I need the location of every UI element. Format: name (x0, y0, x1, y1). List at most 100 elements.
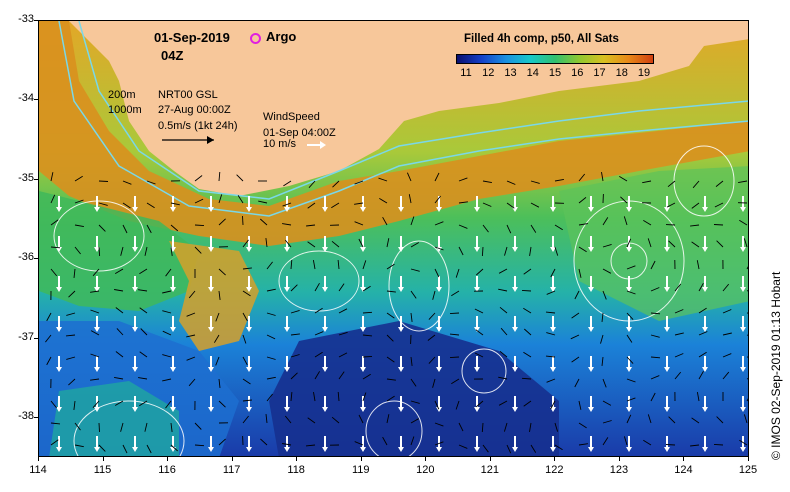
x-tick-label: 116 (158, 464, 176, 476)
current-arrow (746, 398, 748, 402)
current-source-label: NRT00 GSL (158, 89, 218, 101)
current-arrow (529, 246, 532, 256)
current-arrow (331, 416, 340, 424)
current-arrow (570, 334, 580, 340)
current-arrow (449, 312, 460, 315)
wind-arrow-head (702, 327, 708, 332)
current-arrow (282, 443, 292, 446)
current-arrow (523, 268, 532, 275)
current-arrow (650, 312, 661, 315)
current-arrow (722, 371, 730, 380)
current-arrow (194, 246, 202, 254)
current-arrow (665, 444, 676, 446)
wind-arrow-head (208, 287, 214, 292)
current-arrow (410, 242, 420, 248)
current-arrow (554, 178, 564, 182)
current-arrow (146, 180, 156, 185)
current-arrow (449, 356, 460, 359)
current-arrow (458, 444, 468, 449)
wind-arrow-head (740, 287, 746, 292)
current-arrow (120, 246, 124, 256)
current-arrow (546, 332, 556, 336)
wind-arrow-head (702, 447, 708, 452)
wind-arrow-head (664, 247, 670, 252)
current-arrow (530, 202, 540, 208)
current-arrow (674, 353, 684, 358)
current-arrow (215, 356, 220, 366)
wind-arrow-head (284, 247, 290, 252)
sst-map[interactable] (38, 20, 749, 457)
current-arrow (521, 377, 532, 380)
current-arrow (290, 259, 293, 270)
colorbar-tick-label: 13 (504, 67, 517, 79)
current-arrow (236, 174, 244, 182)
x-tick-mark (425, 457, 427, 461)
current-arrow (45, 334, 52, 343)
wind-arrow-head (436, 207, 442, 212)
current-arrow (578, 422, 587, 429)
current-arrow (428, 312, 436, 320)
wind-arrow-head (322, 327, 328, 332)
current-arrow (146, 224, 152, 234)
wind-arrow-head (588, 287, 594, 292)
x-tick-mark (748, 457, 749, 461)
current-arrow (674, 332, 684, 336)
current-arrow (50, 219, 59, 226)
eddy-contour (365, 400, 423, 456)
x-tick-mark (360, 457, 362, 461)
current-arrow (546, 290, 556, 295)
y-tick-mark (34, 99, 38, 101)
wind-arrow-head (436, 327, 442, 332)
wind-arrow-head (284, 327, 290, 332)
current-arrow (382, 436, 388, 446)
wind-arrow-head (626, 287, 632, 292)
wind-arrow-head (208, 247, 214, 252)
current-arrow (602, 437, 609, 446)
wind-arrow-head (740, 367, 746, 372)
current-arrow (455, 268, 460, 278)
current-arrow (92, 268, 100, 277)
current-arrow (498, 376, 508, 380)
wind-arrow-head (550, 247, 556, 252)
current-arrow (138, 377, 148, 380)
current-arrow (314, 351, 323, 358)
current-arrow (523, 351, 532, 358)
wind-arrow-head (132, 327, 138, 332)
current-arrow (626, 290, 636, 295)
colorbar-tick-label: 16 (571, 67, 584, 79)
current-arrow (290, 284, 298, 292)
current-arrow (503, 422, 508, 432)
current-arrow (482, 224, 489, 233)
wind-arrow-head (322, 407, 328, 412)
current-arrow (739, 439, 748, 446)
current-scale-arrow-icon (162, 136, 214, 144)
current-arrow (506, 180, 516, 185)
current-arrow (600, 334, 604, 344)
current-arrow (242, 239, 249, 248)
wind-arrow-head (246, 287, 252, 292)
eddy-contour (388, 240, 450, 332)
current-arrow (668, 416, 676, 424)
current-arrow (50, 439, 59, 446)
isobath-1000m-label: 1000m (108, 104, 142, 116)
isobath-200m-label: 200m (108, 89, 136, 101)
current-arrow (165, 268, 172, 277)
colorbar-tick-label: 11 (460, 67, 472, 79)
current-arrow (458, 177, 468, 182)
current-arrow (307, 202, 316, 209)
wind-arrow-head (740, 327, 746, 332)
current-arrow (218, 400, 226, 408)
current-arrow (530, 444, 537, 453)
current-arrow (290, 354, 300, 358)
current-arrow (162, 354, 172, 358)
current-arrow (242, 267, 252, 270)
current-arrow (314, 307, 323, 314)
time-label: 04Z (161, 48, 184, 63)
current-arrow (545, 311, 556, 314)
current-arrow (307, 417, 316, 424)
wind-arrow-head (56, 207, 62, 212)
current-arrow (260, 438, 268, 446)
wind-arrow-head (398, 407, 404, 412)
current-arrow (458, 201, 468, 204)
current-arrow (643, 439, 652, 446)
